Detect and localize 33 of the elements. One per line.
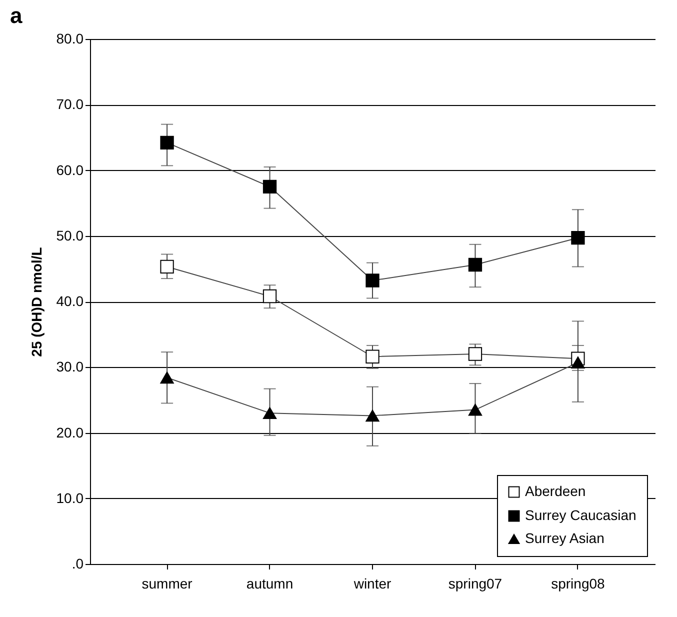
x-tick-label: winter xyxy=(352,576,392,592)
y-tick-label: 80.0 xyxy=(56,30,84,46)
y-axis-title: 25 (OH)D nmol/L xyxy=(28,246,44,357)
point xyxy=(366,274,380,288)
point xyxy=(468,404,482,416)
x-tick-label: autumn xyxy=(246,576,294,592)
point xyxy=(160,260,174,274)
point xyxy=(262,289,277,304)
point xyxy=(366,350,380,364)
y-tick-label: 30.0 xyxy=(56,358,84,375)
y-tick-label: 70.0 xyxy=(56,96,84,112)
y-tick-label: 40.0 xyxy=(56,293,84,309)
point xyxy=(366,410,380,422)
point xyxy=(262,180,277,194)
y-tick-label: 20.0 xyxy=(56,424,84,440)
point xyxy=(160,136,174,150)
point xyxy=(160,372,174,384)
point xyxy=(262,407,277,420)
legend-label: Surrey Caucasian xyxy=(525,507,636,523)
y-tick-label: 50.0 xyxy=(56,227,84,244)
x-tick-label: spring07 xyxy=(448,576,502,592)
y-tick-label: 10.0 xyxy=(56,490,84,506)
chart-title: a xyxy=(10,3,23,28)
point xyxy=(468,258,482,272)
x-tick-label: summer xyxy=(142,576,193,592)
point xyxy=(571,231,585,245)
legend-label: Aberdeen xyxy=(525,483,586,499)
legend-label: Surrey Asian xyxy=(525,530,604,546)
point xyxy=(571,356,585,369)
y-tick-label: 60.0 xyxy=(56,162,84,178)
y-tick-label: .0 xyxy=(72,556,84,572)
point xyxy=(468,347,482,361)
x-tick-label: spring08 xyxy=(551,576,606,592)
